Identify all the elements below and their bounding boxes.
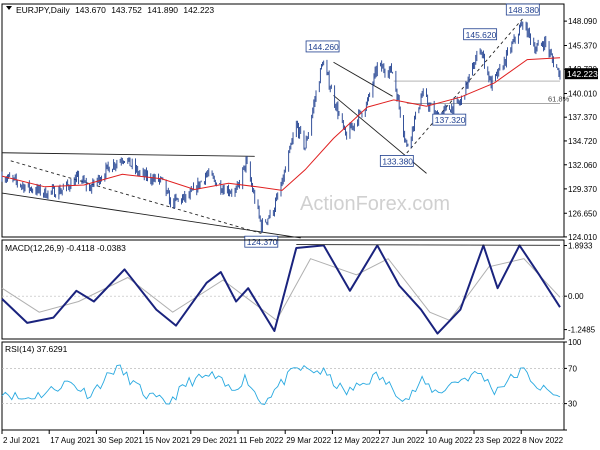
time-tick-label: 10 Aug 2022 [428,436,473,445]
time-tick-label: 12 May 2022 [333,436,380,445]
macd-panel: 1.8933 0.00 -1.2485 MACD(12,26,9) -0.4118 … [1,239,596,340]
svg-text:133.380: 133.380 [382,156,413,166]
watermark: ActionForex.com [300,193,450,215]
svg-text:124.370: 124.370 [247,237,278,247]
time-tick-label: 8 Nov 2022 [522,436,563,445]
rsi-label: RSI(14) 37.6291 [5,344,68,354]
time-tick-label: 29 Dec 2021 [192,436,238,445]
time-tick-label: 23 Sep 2022 [475,436,521,445]
macd-series [1,244,564,335]
svg-text:EURJPY,Daily 143.670: EURJPY,Daily 143.670 143.752 141.890 142… [16,5,214,15]
price-tick-label: 132.060 [568,161,597,170]
rsi-tick-label: 30 [568,400,577,409]
macd-label: MACD(12,26,9) -0.4118 -0.0383 [5,243,126,253]
rsi-tick-label: 70 [568,364,577,373]
trendline [1,192,301,239]
price-tick-label: 137.370 [568,113,597,122]
price-tick-label: 140.010 [568,90,597,99]
time-axis: 2 Jul 2021 17 Aug 2021 30 Sep 2021 15 Nov 2… [1,430,564,445]
price-tick-label: 145.370 [568,41,597,50]
price-tick-label: 124.010 [568,233,597,242]
rsi-series [1,364,564,406]
fib-label: 61.8% [548,94,570,103]
price-annotation: 145.620 [463,28,498,41]
price-tick-label: 129.370 [568,185,597,194]
price-annotation: 144.260 [305,40,340,53]
svg-text:137.320: 137.320 [435,115,466,125]
trendline [10,160,262,234]
svg-text:144.260: 144.260 [308,42,339,52]
close-value: 142.223 [183,5,214,15]
price-tick-label: 148.090 [568,17,597,26]
price-annotation: 148.380 [505,3,540,16]
price-annotation: 133.380 [379,155,414,167]
macd-line [1,244,561,335]
time-tick-label: 30 Sep 2021 [97,436,143,445]
time-tick-label: 15 Nov 2021 [145,436,191,445]
last-price-marker: 142.223 [565,68,598,80]
dropdown-arrow-icon[interactable] [6,6,12,10]
price-tick-label: 134.720 [568,137,597,146]
time-tick-label: 27 Jun 2022 [381,436,426,445]
price-labels: 61.8% 148.380 144.260 145.620 137.320 133.380… [244,3,570,248]
macd-trendline [296,244,561,246]
price-panel: ActionForex.com 148.090145.370142.720140… [1,3,598,248]
time-tick-label: 2 Jul 2021 [3,436,40,445]
macd-tick-label: 0.00 [568,292,584,301]
macd-tick-label: -1.2485 [568,326,596,335]
svg-text:148.380: 148.380 [508,5,539,15]
price-trendlines [1,18,560,239]
macd-axis-ticks: 1.8933 0.00 -1.2485 [564,242,596,335]
rsi-axis-ticks: 100 70 30 [564,338,582,431]
price-axis-ticks: 148.090145.370142.720140.010137.370134.7… [564,17,597,242]
high-value: 143.752 [111,5,142,15]
rsi-panel: 100 70 30 RSI(14) 37.6291 [1,338,582,431]
last-price-label: 142.223 [567,69,598,79]
price-annotation: 124.370 [244,235,279,248]
trendline [333,61,393,97]
price-tick-label: 126.650 [568,209,597,218]
trendline [1,152,255,157]
svg-text:145.620: 145.620 [466,30,497,40]
macd-signal-line [1,258,561,322]
open-value: 143.670 [75,5,106,15]
time-tick-label: 29 Mar 2022 [286,436,331,445]
time-tick-label: 11 Feb 2022 [239,436,284,445]
rsi-line [1,364,561,406]
macd-tick-label: 1.8933 [568,242,593,251]
time-tick-label: 17 Aug 2021 [50,436,95,445]
symbol-label: EURJPY,Daily [16,5,70,15]
moving-average-line [1,57,561,191]
price-panel-frame [1,3,565,238]
rsi-tick-label: 100 [568,338,582,347]
rsi-panel-frame [1,341,565,431]
price-annotation: 137.320 [432,113,467,126]
low-value: 141.890 [147,5,178,15]
price-series [1,21,561,233]
macd-panel-frame [1,239,565,340]
